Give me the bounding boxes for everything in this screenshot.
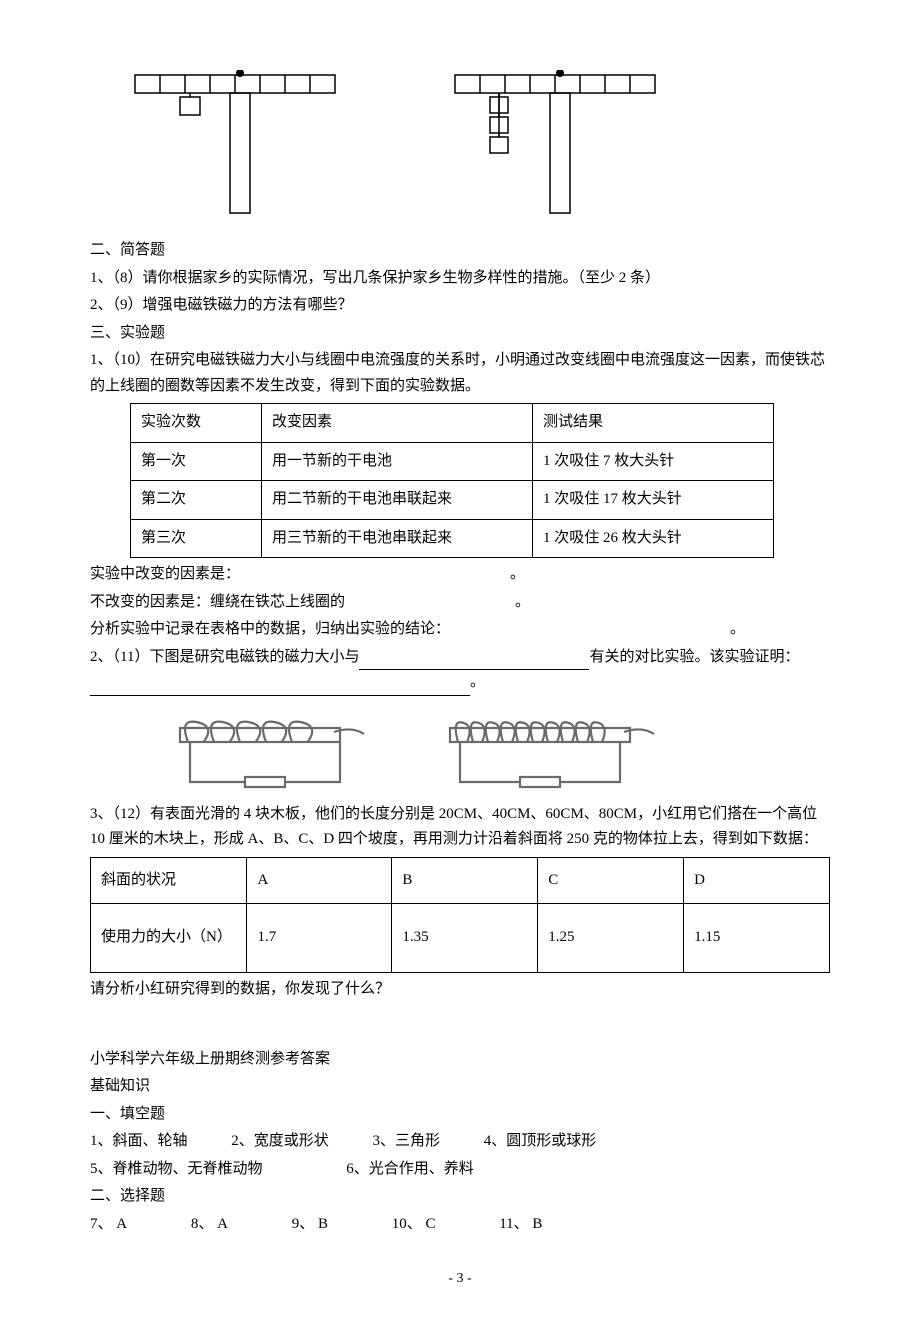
- table-row: 第一次 用一节新的干电池 1 次吸住 7 枚大头针: [131, 442, 774, 481]
- q-2-1: 1、（8）请你根据家乡的实际情况，写出几条保护家乡生物多样性的措施。（至少 2 …: [90, 266, 830, 292]
- electromagnet-coil-figure: [150, 704, 670, 800]
- q-3-3-intro: 3、（12）有表面光滑的 4 块木板，他们的长度分别是 20CM、40CM、60…: [90, 802, 830, 853]
- table-row: 斜面的状况 A B C D: [91, 857, 830, 904]
- table-row: 第二次 用二节新的干电池串联起来 1 次吸住 17 枚大头针: [131, 481, 774, 520]
- q-3-1-intro: 1、（10）在研究电磁铁磁力大小与线圈中电流强度的关系时，小明通过改变线圈中电流…: [90, 348, 830, 399]
- q-3-2: 2、（11）下图是研究电磁铁的磁力大小与有关的对比实验。该实验证明：。: [90, 645, 830, 696]
- balance-figure-2: [450, 70, 660, 220]
- answers-fill-row-2: 5、脊椎动物、无脊椎动物 6、光合作用、养料: [90, 1157, 830, 1183]
- answers-title: 小学科学六年级上册期终测参考答案: [90, 1047, 830, 1073]
- balance-figure-1: [130, 70, 340, 220]
- t1-h0: 实验次数: [131, 404, 262, 443]
- q-3-1-conclusion: 分析实验中记录在表格中的数据，归纳出实验的结论：。: [90, 617, 830, 643]
- answers-choice-row: 7、 A 8、 A 9、 B 10、 C 11、 B: [90, 1212, 830, 1238]
- table-row: 第三次 用三节新的干电池串联起来 1 次吸住 26 枚大头针: [131, 519, 774, 558]
- table-row: 实验次数 改变因素 测试结果: [131, 404, 774, 443]
- answers-choice-title: 二、选择题: [90, 1184, 830, 1210]
- answers-fill-row-1: 1、斜面、轮轴 2、宽度或形状 3、三角形 4、圆顶形或球形: [90, 1129, 830, 1155]
- page-footer: - 3 -: [90, 1267, 830, 1291]
- q-2-2: 2、（9）增强电磁铁磁力的方法有哪些？: [90, 293, 830, 319]
- answers-section-basic: 基础知识: [90, 1074, 830, 1100]
- slope-table: 斜面的状况 A B C D 使用力的大小（N） 1.7 1.35 1.25 1.…: [90, 857, 830, 974]
- answers-fill-title: 一、填空题: [90, 1102, 830, 1128]
- section-3-title: 三、实验题: [90, 321, 830, 347]
- section-2-title: 二、简答题: [90, 238, 830, 264]
- experiment-table-1: 实验次数 改变因素 测试结果 第一次 用一节新的干电池 1 次吸住 7 枚大头针…: [130, 403, 774, 558]
- q-3-1-changed: 实验中改变的因素是：。: [90, 562, 830, 588]
- t1-h1: 改变因素: [262, 404, 533, 443]
- q-3-3-question: 请分析小红研究得到的数据，你发现了什么？: [90, 977, 830, 1003]
- balance-figures-row: [130, 70, 830, 220]
- q-3-1-unchanged: 不改变的因素是：缠绕在铁芯上线圈的。: [90, 590, 830, 616]
- t1-h2: 测试结果: [533, 404, 774, 443]
- table-row: 使用力的大小（N） 1.7 1.35 1.25 1.15: [91, 904, 830, 973]
